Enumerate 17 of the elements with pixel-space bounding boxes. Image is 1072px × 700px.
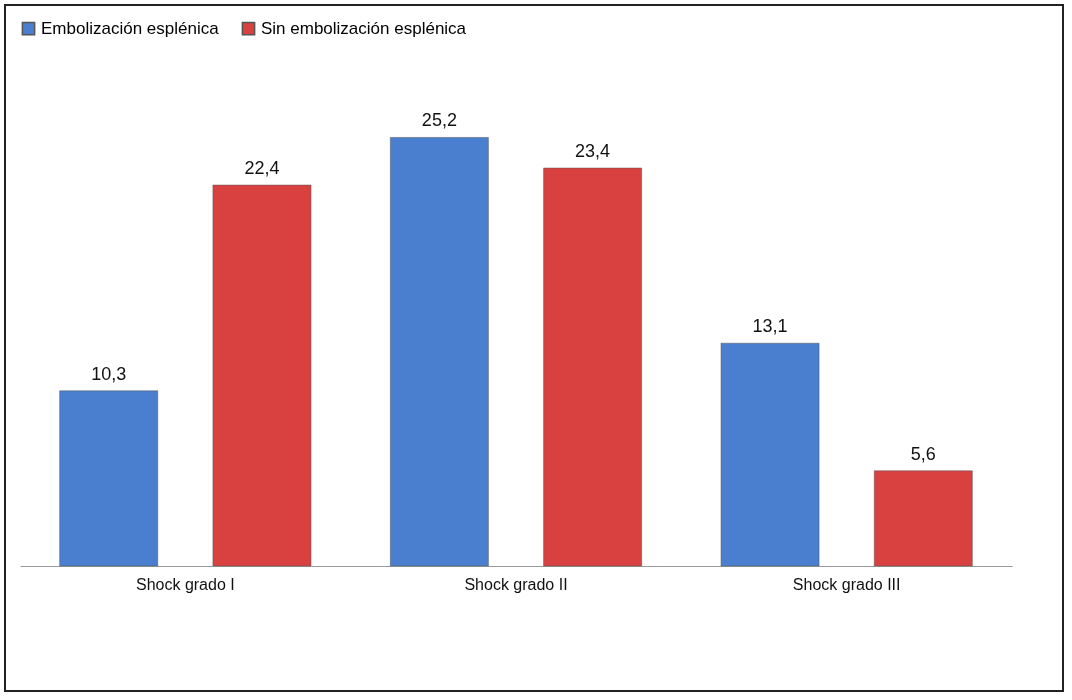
x-tick-label: Shock grado I [135, 575, 235, 593]
data-label: 23,4 [575, 141, 611, 162]
data-label: 25,2 [421, 110, 457, 131]
bar [720, 342, 820, 567]
bar [390, 137, 489, 567]
bar [212, 184, 312, 567]
x-tick-label: Shock grado II [464, 575, 568, 593]
bar [59, 390, 158, 567]
legend-label: Embolización esplénica [41, 18, 220, 38]
bar [543, 167, 642, 567]
data-label: 5,6 [910, 443, 936, 464]
data-label: 13,1 [752, 316, 788, 337]
x-tick-label: Shock grado III [792, 575, 901, 593]
data-label: 22,4 [244, 158, 280, 179]
legend-label: Sin embolización esplénica [261, 18, 467, 38]
data-label: 10,3 [91, 363, 127, 384]
bar [874, 470, 973, 567]
